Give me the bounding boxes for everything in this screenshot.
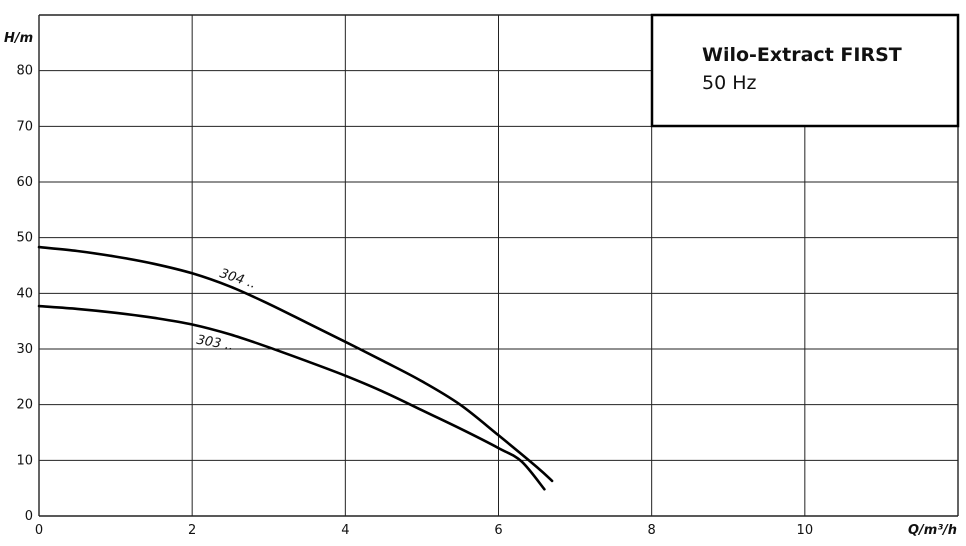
x-tick-label: 8: [648, 523, 656, 538]
series: [37, 245, 554, 491]
series-label-1: 304 ..: [218, 266, 258, 292]
x-axis-title: Q/m³/h: [908, 523, 957, 538]
series-line-2: [37, 304, 546, 491]
y-tick-label: 10: [16, 453, 33, 468]
y-tick-label: 0: [25, 509, 33, 524]
y-tick-label: 40: [16, 286, 33, 301]
y-tick-label: 60: [16, 175, 33, 190]
chart-title: Wilo-Extract FIRST: [702, 44, 902, 66]
y-tick-label: 30: [16, 342, 33, 357]
y-tick-label: 70: [16, 119, 33, 134]
title-box: Wilo-Extract FIRST 50 Hz: [650, 13, 960, 128]
tick-labels: 0 2 4 6 8 10 0 10 20 30 40 50 60 70 80: [16, 64, 813, 538]
title-box-frame: [650, 13, 960, 128]
series-label-2: 303 ..: [195, 333, 234, 354]
y-tick-label: 80: [16, 64, 33, 79]
x-tick-label: 0: [35, 523, 43, 538]
x-tick-label: 10: [797, 523, 814, 538]
y-tick-label: 20: [16, 398, 33, 413]
chart-subtitle: 50 Hz: [702, 72, 757, 94]
x-tick-label: 4: [341, 523, 349, 538]
y-axis-title: H/m: [4, 31, 33, 46]
x-tick-label: 6: [494, 523, 502, 538]
series-line-1: [37, 245, 554, 483]
y-tick-label: 50: [16, 231, 33, 246]
x-tick-label: 2: [188, 523, 196, 538]
